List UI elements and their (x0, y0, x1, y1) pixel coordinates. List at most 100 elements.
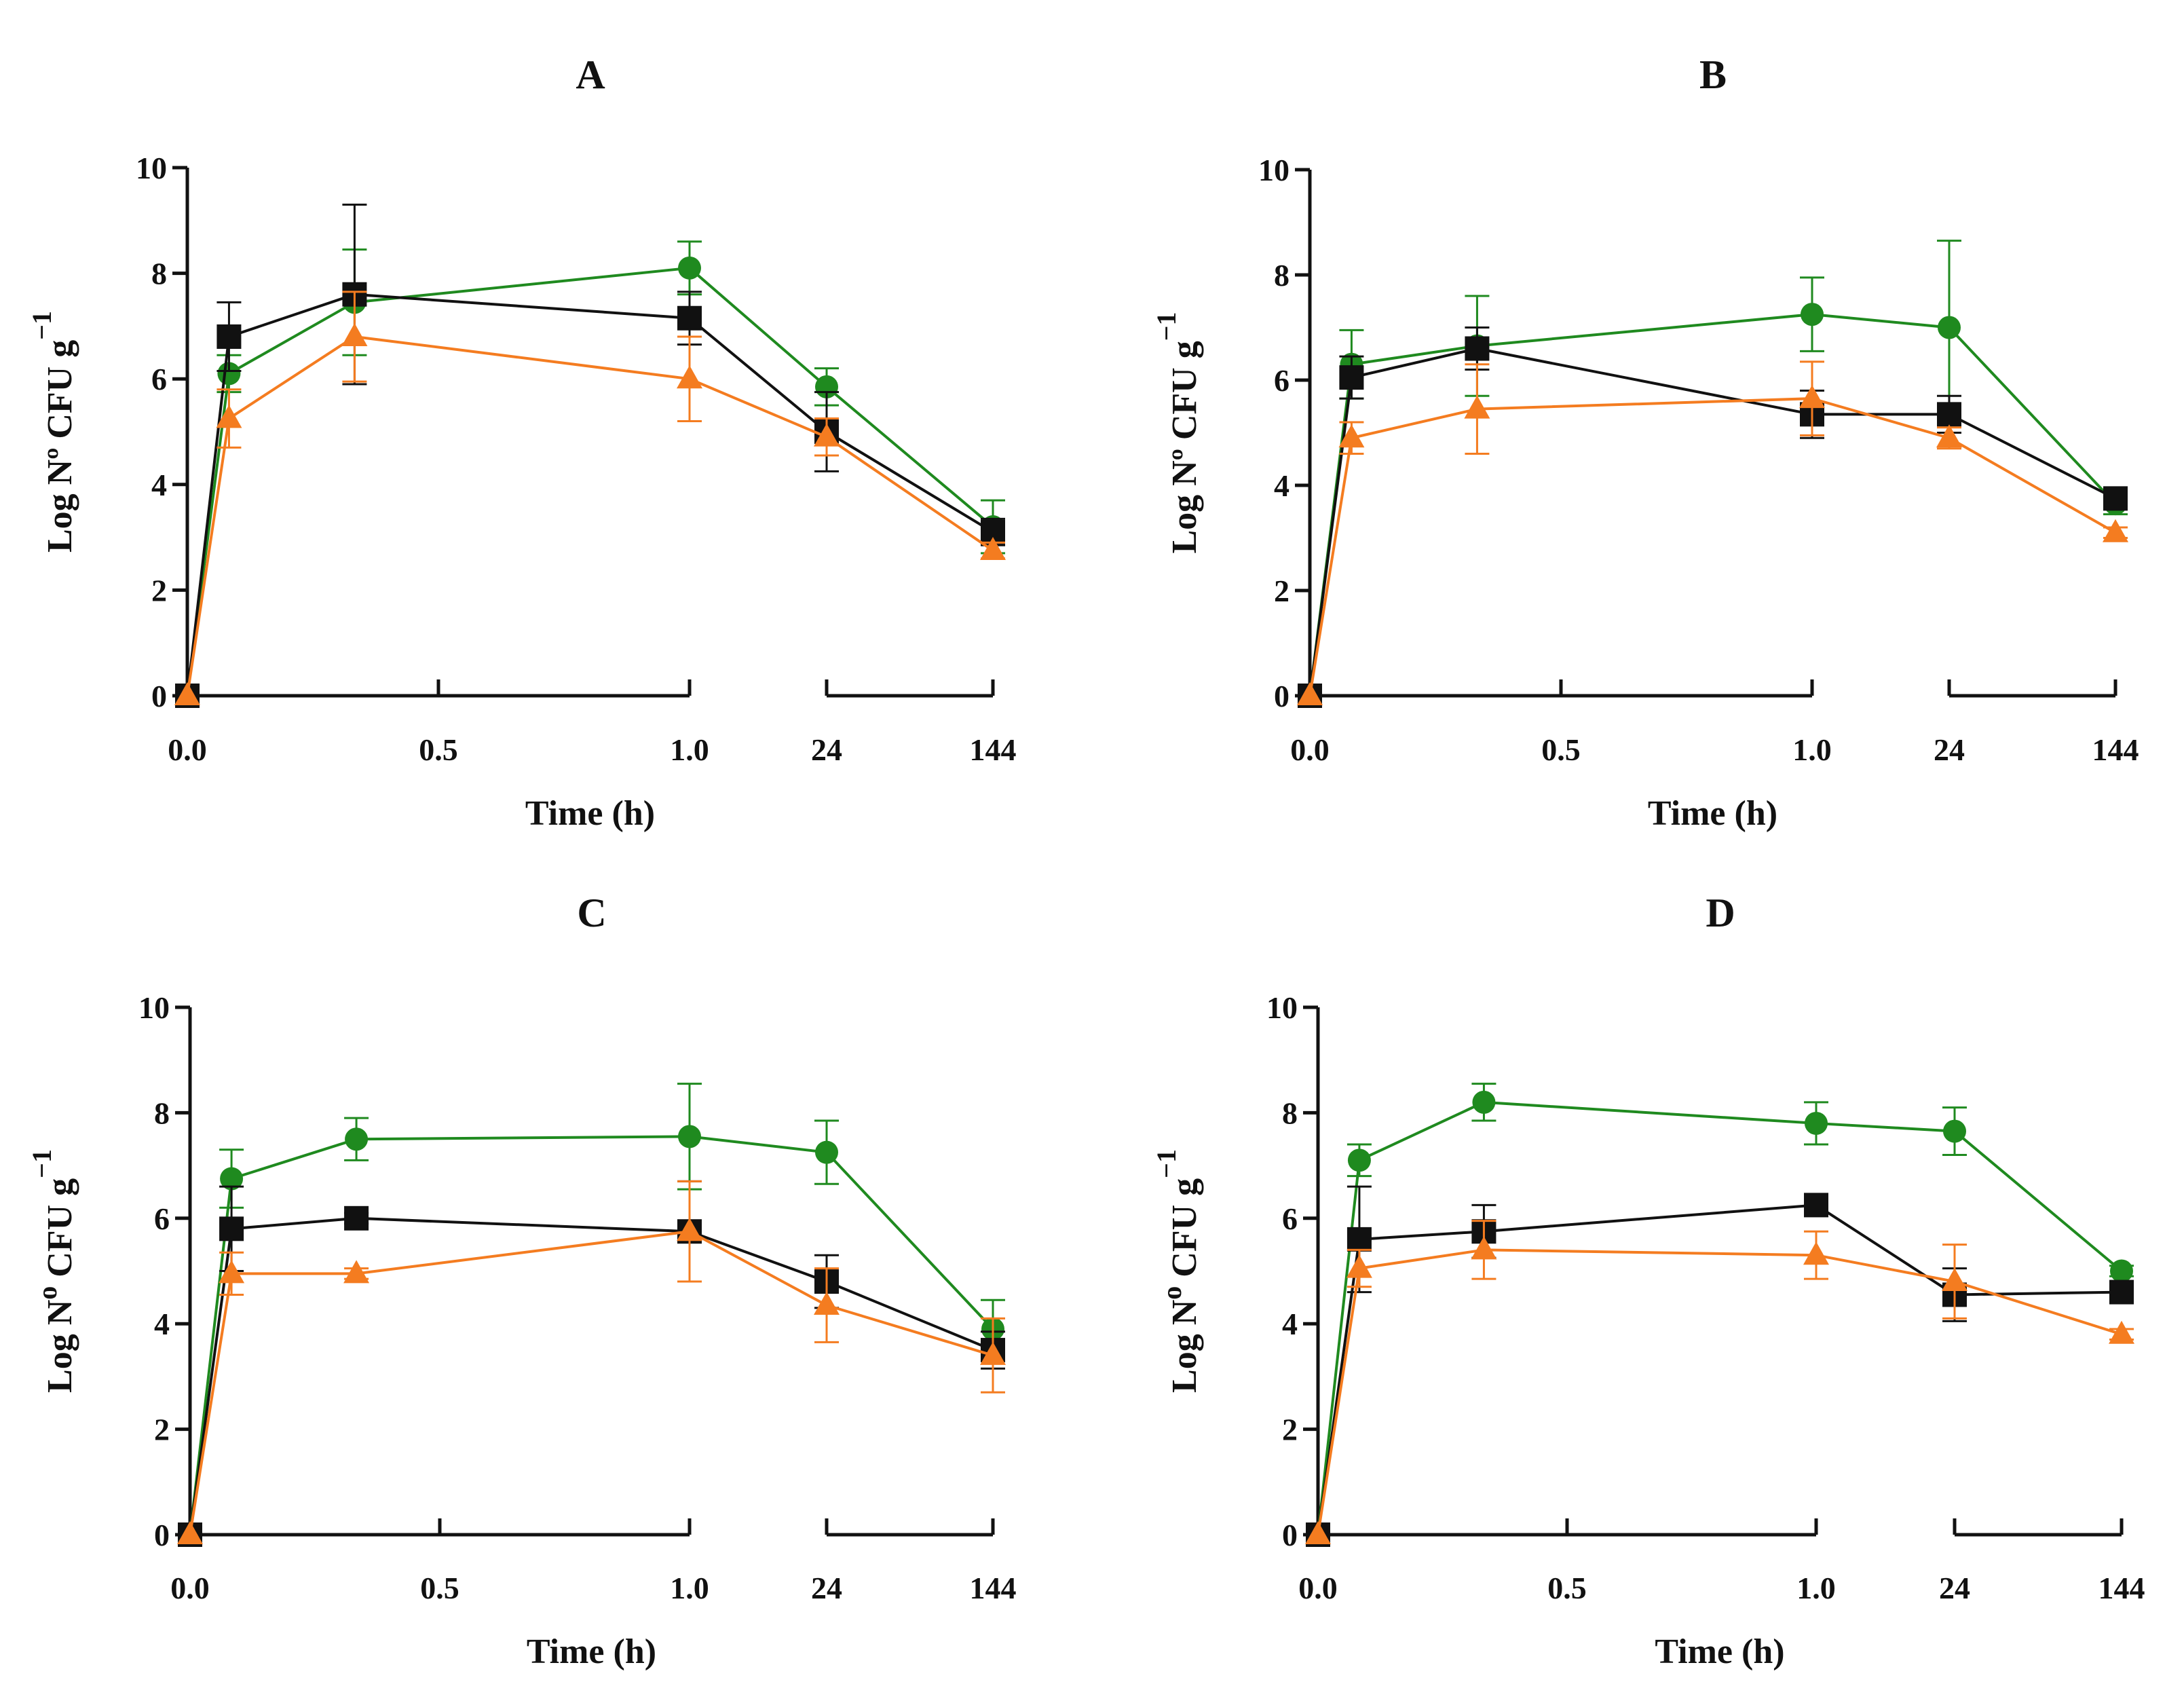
y-tick-label: 8 (1282, 1096, 1298, 1130)
series-triangle-group (174, 291, 1006, 705)
x-tick-label: 0.5 (420, 1571, 459, 1605)
y-axis-title-exponent: −1 (1151, 1149, 1182, 1178)
series-line (189, 1230, 994, 1535)
y-tick-label: 2 (1274, 574, 1289, 608)
x-tick-label: 1.0 (670, 732, 709, 767)
data-point-triangle (1803, 1241, 1829, 1265)
x-tick-label: 24 (1939, 1571, 1970, 1605)
data-point-triangle (219, 1260, 245, 1284)
x-tick-label: 0.5 (1541, 732, 1581, 767)
y-tick-label: 2 (151, 573, 167, 608)
panel-title: C (577, 891, 606, 935)
data-point-triangle (174, 682, 200, 705)
x-axis-title: Time (h) (1655, 1632, 1784, 1671)
series-triangle-group (1297, 360, 2128, 705)
data-point-circle (678, 1125, 701, 1148)
data-point-triangle (177, 1521, 203, 1544)
panel-title: A (576, 52, 605, 97)
x-tick-label: 0.0 (1290, 732, 1330, 767)
data-point-square (1804, 1193, 1828, 1218)
series-line (1317, 1100, 2123, 1535)
y-axis-title-exponent: −1 (26, 1149, 57, 1178)
series-square-group (175, 203, 1005, 708)
data-point-circle (678, 256, 701, 280)
data-point-triangle (1338, 424, 1365, 448)
series-square-group (178, 1180, 1005, 1547)
data-point-triangle (343, 1260, 370, 1284)
data-point-square (1937, 402, 1961, 427)
x-tick-label: 144 (970, 1571, 1017, 1605)
x-tick-label: 144 (970, 732, 1017, 767)
y-tick-label: 0 (1274, 679, 1289, 713)
data-point-square (1339, 365, 1364, 390)
y-axis-title-exponent: −1 (1151, 312, 1182, 341)
y-axis-title-degree: o (1156, 1286, 1187, 1300)
data-point-circle (815, 1140, 838, 1164)
y-tick-label: 8 (1274, 258, 1289, 293)
y-axis-title-main: Log N (1165, 1300, 1204, 1393)
y-tick-label: 8 (154, 1096, 170, 1130)
data-point-triangle (1346, 1254, 1372, 1278)
x-tick-label: 144 (2092, 732, 2139, 767)
data-point-square (344, 1205, 369, 1231)
y-axis-title-exponent: −1 (26, 311, 57, 340)
y-axis-title: Log No CFU g−1 (26, 1149, 79, 1393)
data-point-triangle (1799, 385, 1825, 409)
series-line (186, 266, 994, 696)
series-square-group (1306, 1185, 2134, 1547)
data-point-circle (1347, 1148, 1371, 1172)
x-tick-label: 24 (811, 1571, 842, 1605)
data-point-square (1347, 1227, 1372, 1252)
y-tick-label: 2 (1282, 1413, 1298, 1447)
y-tick-label: 4 (151, 468, 167, 502)
y-tick-label: 10 (1258, 153, 1289, 187)
y-axis-title-main: Log Nº CFU g (41, 340, 79, 553)
x-tick-label: 24 (811, 732, 842, 767)
data-point-circle (1801, 303, 1824, 326)
data-point-circle (1805, 1111, 1828, 1135)
y-axis-title: Log Nº CFU g−1 (26, 311, 79, 553)
y-axis-title-main: Log Nº CFU g (1165, 341, 1204, 553)
data-point-triangle (980, 537, 1006, 561)
y-tick-label: 4 (154, 1307, 170, 1341)
data-point-triangle (1471, 1236, 1497, 1260)
y-tick-label: 2 (154, 1413, 170, 1447)
data-point-triangle (677, 1218, 702, 1241)
data-point-triangle (2103, 519, 2128, 542)
x-tick-label: 1.0 (670, 1571, 709, 1605)
series-line (1308, 313, 2117, 696)
series-circle-group (1306, 1083, 2134, 1546)
data-point-triangle (814, 1292, 840, 1315)
data-point-circle (220, 1167, 244, 1191)
data-point-triangle (2109, 1320, 2134, 1344)
data-point-circle (1472, 1090, 1496, 1114)
series-line (186, 293, 994, 696)
data-point-triangle (1936, 424, 1962, 448)
data-point-triangle (341, 322, 368, 346)
x-axis-title: Time (h) (527, 1632, 656, 1671)
series-line (1317, 1248, 2122, 1535)
data-point-triangle (677, 365, 702, 389)
data-point-triangle (1297, 682, 1323, 705)
x-tick-label: 0.0 (1298, 1571, 1338, 1605)
data-point-square (216, 324, 242, 349)
y-tick-label: 6 (1274, 363, 1289, 398)
x-axis-title: Time (h) (1648, 794, 1777, 833)
x-tick-label: 0.0 (168, 732, 207, 767)
series-line (1317, 1203, 2122, 1535)
data-point-square (2103, 486, 2128, 511)
y-axis-title-rest: CFU g (1165, 1178, 1204, 1286)
y-tick-label: 8 (151, 257, 167, 291)
y-axis-title: Log Nº CFU g−1 (1151, 312, 1204, 553)
series-line (189, 1135, 994, 1535)
data-point-square (219, 1216, 244, 1241)
data-point-circle (2110, 1259, 2133, 1283)
y-tick-label: 6 (1282, 1201, 1298, 1236)
x-tick-label: 24 (1934, 732, 1965, 767)
data-point-triangle (980, 1341, 1006, 1365)
y-tick-label: 6 (154, 1201, 170, 1236)
